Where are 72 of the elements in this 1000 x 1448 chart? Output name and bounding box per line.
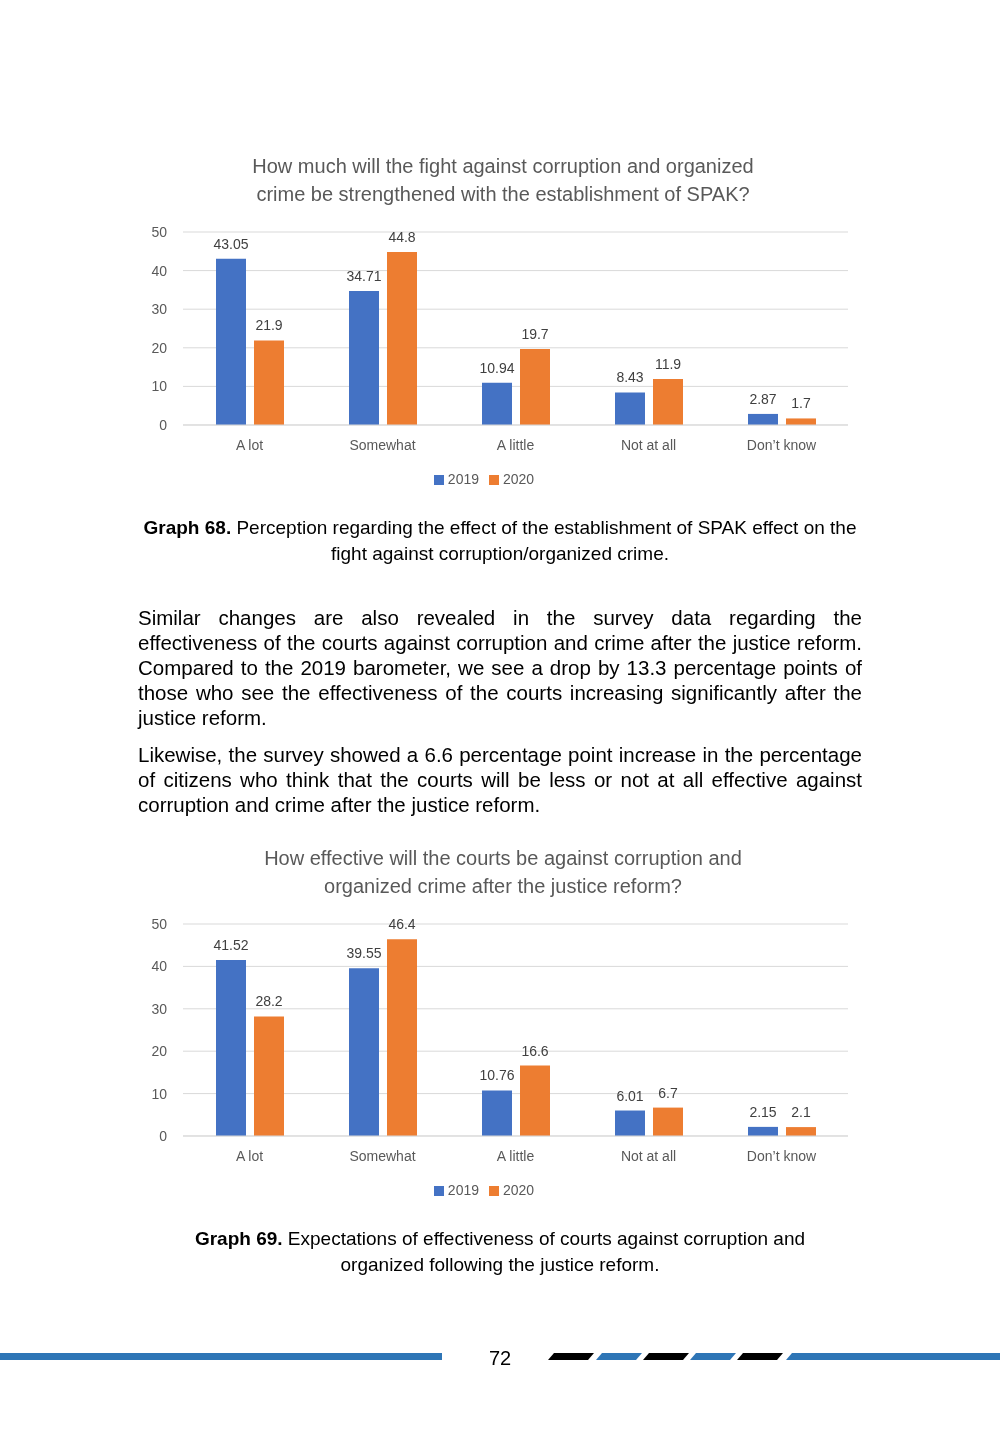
data-label: 21.9 — [255, 317, 283, 334]
y-tick-label: 0 — [159, 416, 168, 433]
bar — [387, 252, 417, 425]
legend-label: 2020 — [503, 471, 535, 487]
bar — [216, 258, 246, 425]
x-tick-label: Somewhat — [349, 436, 416, 453]
y-tick-label: 10 — [151, 378, 168, 395]
chart-title: How much will the fight against corruption and organized crime be strengthened with the establishment of SPAK? — [252, 155, 754, 205]
y-tick-label: 20 — [151, 1043, 168, 1060]
data-label: 2.87 — [749, 390, 777, 407]
data-label: 16.6 — [521, 1042, 549, 1059]
data-label: 1.7 — [791, 395, 811, 412]
x-tick-label: Somewhat — [349, 1147, 416, 1164]
data-label: 2.1 — [791, 1104, 811, 1121]
bar — [653, 379, 683, 425]
data-label: 39.55 — [346, 945, 382, 962]
bar — [615, 392, 645, 425]
y-tick-label: 30 — [151, 301, 168, 318]
bar — [349, 291, 379, 425]
bar — [786, 1127, 816, 1136]
text: 72 — [488, 1347, 512, 1369]
data-label: 11.9 — [654, 356, 682, 373]
text: Similar changes are also revealed in the survey data regarding the effectiveness of the courts against corruption and crime after the justice reform. Compared to the 2019 barometer, we see a drop by 13.3 percentage points of those who see the effectiveness of the courts increasing significantly after the justice reform. — [138, 606, 862, 729]
data-label: 8.43 — [616, 369, 644, 386]
bar — [786, 418, 816, 425]
data-label: 28.2 — [255, 993, 283, 1010]
x-tick-label: Not at all — [620, 436, 677, 453]
data-label: 19.7 — [521, 325, 549, 342]
y-tick-label: 50 — [151, 915, 168, 932]
chart-title: How effective will the courts be against corruption and organized crime after the justice reform? — [264, 847, 742, 897]
bar — [216, 959, 246, 1136]
bar — [748, 413, 778, 425]
data-label: 10.94 — [479, 359, 515, 376]
bar — [254, 1016, 284, 1136]
x-tick-label: Don’t know — [746, 1147, 818, 1164]
data-label: 46.4 — [388, 916, 416, 933]
x-tick-label: A little — [496, 1147, 535, 1164]
bar — [387, 939, 417, 1136]
bar — [520, 1065, 550, 1136]
y-tick-label: 40 — [151, 958, 168, 975]
x-tick-label: Don’t know — [746, 436, 818, 453]
caption: Graph 69. Expectations of effectiveness of courts against corruption and organized following the justice reform. — [194, 1228, 806, 1275]
data-label: 41.52 — [213, 936, 249, 953]
bar — [653, 1107, 683, 1136]
data-label: 6.7 — [658, 1084, 678, 1101]
y-tick-label: 0 — [159, 1127, 168, 1144]
bar — [482, 1090, 512, 1136]
bar — [482, 382, 512, 425]
y-tick-label: 30 — [151, 1000, 168, 1017]
bar — [520, 348, 550, 425]
x-tick-label: A little — [496, 436, 535, 453]
bar — [254, 340, 284, 425]
legend-label: 2020 — [503, 1182, 535, 1198]
data-label: 10.76 — [479, 1067, 515, 1084]
bar — [615, 1110, 645, 1136]
legend-label: 2019 — [447, 1182, 479, 1198]
data-label: 34.71 — [346, 268, 382, 285]
y-tick-label: 10 — [151, 1085, 168, 1102]
data-label: 2.15 — [749, 1103, 777, 1120]
x-tick-label: Not at all — [620, 1147, 677, 1164]
text: Likewise, the survey showed a 6.6 percentage point increase in the percentage of citizens who think that the courts will be less or not at all effective against corruption and crime after the justice reform. — [138, 743, 862, 816]
data-label: 43.05 — [213, 235, 249, 252]
legend-label: 2019 — [447, 471, 479, 487]
x-tick-label: A lot — [235, 1147, 264, 1164]
y-tick-label: 50 — [151, 223, 168, 240]
caption: Graph 68. Perception regarding the effect of the establishment of SPAK effect on the fight against corruption/organized crime. — [143, 517, 857, 564]
y-tick-label: 40 — [151, 262, 168, 279]
data-label: 44.8 — [388, 229, 416, 246]
bar — [349, 968, 379, 1136]
x-tick-label: A lot — [235, 436, 264, 453]
y-tick-label: 20 — [151, 339, 168, 356]
data-label: 6.01 — [616, 1087, 644, 1104]
